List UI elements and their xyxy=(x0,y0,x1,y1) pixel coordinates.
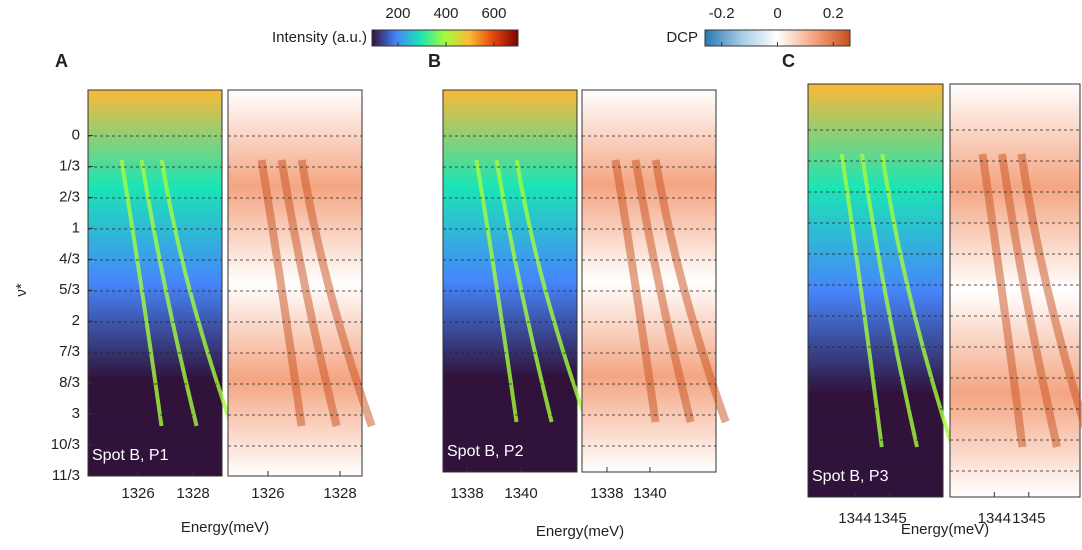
heatmap-streak xyxy=(514,159,589,423)
x-tick-label: 1340 xyxy=(633,485,666,502)
x-tick-label: 1345 xyxy=(1012,510,1045,527)
y-tick-label: 3 xyxy=(72,405,80,422)
heatmap-streak xyxy=(119,159,164,427)
x-tick-label: 1338 xyxy=(450,485,483,502)
heatmap-streak xyxy=(978,153,1027,448)
colorbar-label: Intensity (a.u.) xyxy=(272,29,367,46)
y-tick-label: 4/3 xyxy=(59,250,80,267)
heatmap-streak xyxy=(860,153,919,448)
y-tick-label: 7/3 xyxy=(59,343,80,360)
colorbar xyxy=(371,29,519,47)
y-tick-label: 1 xyxy=(72,219,80,236)
heatmap xyxy=(87,89,223,477)
colorbar-tick-label: 600 xyxy=(481,5,506,22)
annotation: Spot B, P3 xyxy=(812,468,889,485)
heatmap-streak xyxy=(139,159,199,427)
panel-letter: C xyxy=(782,51,795,71)
y-tick-label: 1/3 xyxy=(59,157,80,174)
colorbar-tick-label: -0.2 xyxy=(709,5,735,22)
heatmap-streak xyxy=(297,159,376,428)
y-tick-label: 10/3 xyxy=(51,436,80,453)
heatmap-streak xyxy=(474,159,519,423)
heatmap-streak xyxy=(611,159,660,423)
colorbar-tick-label: 400 xyxy=(433,5,458,22)
heatmap-streak xyxy=(880,153,955,448)
annotation: Spot B, P1 xyxy=(92,447,169,464)
x-tick-label: 1326 xyxy=(251,485,284,502)
x-tick-label: 1344 xyxy=(978,510,1011,527)
panel-letter: B xyxy=(428,51,441,71)
heatmap-streak xyxy=(651,159,730,424)
heatmap-streak xyxy=(1017,153,1082,431)
x-tick-label: 1326 xyxy=(121,485,154,502)
y-tick-label: 11/3 xyxy=(52,467,80,484)
heatmap xyxy=(949,83,1081,498)
colorbar-tick-label: 200 xyxy=(385,5,410,22)
x-axis-label: Energy(meV) xyxy=(901,521,989,538)
heatmap-streak xyxy=(998,153,1061,448)
y-axis-label: ν* xyxy=(13,283,30,297)
colorbar-tick-label: 0.2 xyxy=(823,5,844,22)
heatmap xyxy=(581,89,717,473)
annotation: Spot B, P2 xyxy=(447,443,524,460)
x-axis-label: Energy(meV) xyxy=(181,519,269,536)
heatmap xyxy=(227,89,363,477)
colorbar-tick-label: 0 xyxy=(773,5,781,22)
heatmap-streak xyxy=(277,159,341,427)
heatmap xyxy=(807,83,944,498)
y-tick-label: 5/3 xyxy=(59,281,80,298)
heatmap-streak xyxy=(839,153,884,448)
colorbar-label: DCP xyxy=(666,29,698,46)
x-tick-label: 1344 xyxy=(838,510,871,527)
heatmap-streak xyxy=(631,159,695,423)
x-tick-label: 1328 xyxy=(176,485,209,502)
y-tick-label: 2/3 xyxy=(59,188,80,205)
heatmap-streak xyxy=(257,159,306,427)
y-tick-label: 2 xyxy=(72,312,80,329)
x-tick-label: 1328 xyxy=(323,485,356,502)
x-tick-label: 1338 xyxy=(590,485,623,502)
x-tick-label: 1340 xyxy=(504,485,537,502)
panel-letter: A xyxy=(55,51,68,71)
heatmap-streak xyxy=(494,159,554,423)
x-tick-label: 1345 xyxy=(873,510,906,527)
y-tick-label: 0 xyxy=(72,126,80,143)
y-tick-label: 8/3 xyxy=(59,374,80,391)
heatmap xyxy=(442,89,578,473)
x-axis-label: Energy(meV) xyxy=(536,523,624,540)
heatmap-streak xyxy=(159,159,234,427)
